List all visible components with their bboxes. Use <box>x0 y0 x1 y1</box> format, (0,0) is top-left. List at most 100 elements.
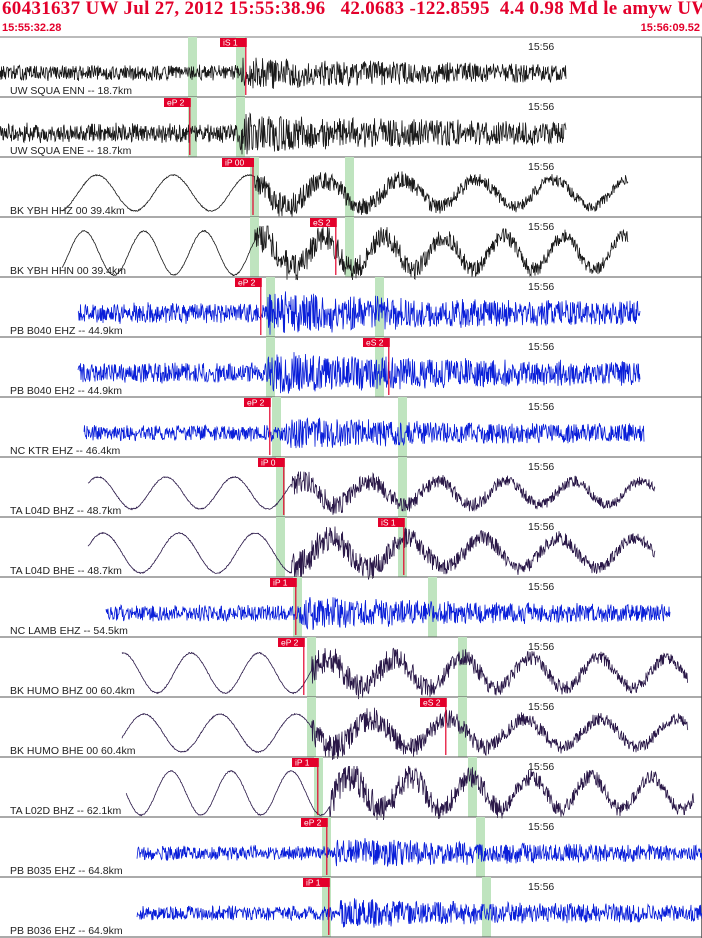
station-label: TA L04D BHE -- 48.7km <box>10 565 122 577</box>
station-label: UW SQUA ENE -- 18.7km <box>10 145 132 157</box>
s-window-band <box>428 577 437 637</box>
pick-flag[interactable] <box>378 518 405 527</box>
station-label: NC LAMB EHZ -- 54.5km <box>10 625 128 637</box>
time-tick-label: 15:56 <box>528 161 554 173</box>
station-label: UW SQUA ENN -- 18.7km <box>10 85 132 97</box>
station-label: NC KTR EHZ -- 46.4km <box>10 445 121 457</box>
waveform-line <box>61 225 629 281</box>
waveform-line <box>121 647 688 700</box>
waveform-line <box>125 765 695 821</box>
event-header-title: 60431637 UW Jul 27, 2012 15:55:38.96 42.… <box>2 0 702 19</box>
pick-flag[interactable] <box>301 818 328 827</box>
time-tick-label: 15:56 <box>528 461 554 473</box>
pick-flag[interactable] <box>164 98 191 107</box>
time-tick-label: 15:56 <box>528 341 554 353</box>
trace-row[interactable]: 15:56 eS 2 BK YBH HHN 00 39.4km <box>0 217 702 281</box>
waveform-line <box>121 707 689 760</box>
trace-row[interactable]: 15:56 iP 1 NC LAMB EHZ -- 54.5km <box>0 577 702 638</box>
time-tick-label: 15:56 <box>528 881 554 893</box>
s-window-band <box>398 517 407 577</box>
pick-label: eP 2 <box>304 818 322 828</box>
station-label: BK YBH HHN 00 39.4km <box>10 265 126 277</box>
pick-flag[interactable] <box>292 758 319 767</box>
trace-row[interactable]: 15:56 eS 2 PB B040 EH2 -- 44.9km <box>0 337 702 398</box>
pick-flag[interactable] <box>270 578 297 587</box>
time-tick-label: 15:56 <box>528 821 554 833</box>
time-tick-label: 15:56 <box>528 581 554 593</box>
waveform-line <box>0 57 567 89</box>
waveform-line <box>61 171 629 218</box>
waveform-line <box>77 291 641 335</box>
trace-row[interactable]: 15:56 eS 2 BK HUMO BHE 00 60.4km <box>0 697 702 760</box>
pick-flag[interactable] <box>278 638 305 647</box>
pick-label: iP 0 <box>261 458 276 468</box>
trace-row[interactable]: 15:56 iS 1 TA L04D BHE -- 48.7km <box>0 517 702 580</box>
waveform-line <box>87 471 656 515</box>
s-window-band <box>236 37 245 97</box>
pick-flag[interactable] <box>420 698 447 707</box>
waveform-line <box>105 597 671 630</box>
time-tick-label: 15:56 <box>528 761 554 773</box>
time-tick-label: 15:56 <box>528 401 554 413</box>
station-label: BK YBH HHZ 00 39.4km <box>10 205 125 217</box>
s-window-band <box>482 877 491 937</box>
p-window-band <box>250 217 259 277</box>
s-window-band <box>458 637 467 697</box>
s-window-band <box>345 157 354 217</box>
p-window-band <box>276 517 285 577</box>
trace-row[interactable]: 15:56 iP 0 TA L04D BHZ -- 48.7km <box>0 457 702 518</box>
pick-flag[interactable] <box>235 278 262 287</box>
time-tick-label: 15:56 <box>528 221 554 233</box>
p-window-band <box>314 757 323 817</box>
station-label: PB B040 EHZ -- 44.9km <box>10 325 123 337</box>
station-label: PB B035 EHZ -- 64.8km <box>10 865 123 877</box>
p-window-band <box>188 37 197 97</box>
trace-row[interactable]: 15:56 eP 2 BK HUMO BHZ 00 60.4km <box>0 637 702 700</box>
pick-label: eP 2 <box>281 638 299 648</box>
window-end-time: 15:56:09.52 <box>640 22 700 34</box>
pick-flag[interactable] <box>258 458 285 467</box>
pick-label: eP 2 <box>167 98 185 108</box>
time-tick-label: 15:56 <box>528 521 554 533</box>
pick-label: eS 2 <box>366 338 384 348</box>
p-window-band <box>250 157 259 217</box>
trace-row[interactable]: 15:56 eP 2 PB B035 EHZ -- 64.8km <box>0 817 702 878</box>
pick-flag[interactable] <box>303 878 330 887</box>
time-tick-label: 15:56 <box>528 641 554 653</box>
station-label: BK HUMO BHE 00 60.4km <box>10 745 136 757</box>
p-window-band <box>276 457 285 517</box>
p-window-band <box>272 397 281 457</box>
pick-flag[interactable] <box>222 158 254 167</box>
trace-row[interactable]: 15:56 eP 2 NC KTR EHZ -- 46.4km <box>0 397 702 458</box>
pick-flag[interactable] <box>244 398 271 407</box>
pick-label: iS 1 <box>381 518 396 528</box>
waveform-line <box>136 898 702 928</box>
trace-row[interactable]: 15:56 eP 2 PB B040 EHZ -- 44.9km <box>0 277 702 338</box>
trace-row[interactable]: 15:56 iP 00 BK YBH HHZ 00 39.4km <box>0 157 702 218</box>
p-window-band <box>322 877 331 937</box>
pick-flag[interactable] <box>220 38 247 47</box>
waveform-line <box>136 838 702 867</box>
trace-row[interactable]: 15:56 iP 1 TA L02D BHZ -- 62.1km <box>0 757 702 821</box>
station-label: TA L02D BHZ -- 62.1km <box>10 805 122 817</box>
time-tick-label: 15:56 <box>528 41 554 53</box>
window-start-time: 15:55:32.28 <box>2 22 62 34</box>
waveform-line <box>77 352 641 394</box>
pick-flag[interactable] <box>310 218 337 227</box>
s-window-band <box>398 457 407 517</box>
pick-flag[interactable] <box>363 338 390 347</box>
time-tick-label: 15:56 <box>528 101 554 113</box>
s-window-band <box>398 397 407 457</box>
station-label: TA L04D BHZ -- 48.7km <box>10 505 122 517</box>
pick-label: eS 2 <box>313 218 331 228</box>
trace-row[interactable]: 15:56 iS 1 UW SQUA ENN -- 18.7km <box>0 37 702 98</box>
waveform-line <box>83 417 645 449</box>
s-window-band <box>236 97 245 157</box>
s-window-band <box>345 217 354 277</box>
pick-label: eP 2 <box>247 398 265 408</box>
trace-row[interactable]: 15:56 eP 2 UW SQUA ENE -- 18.7km <box>0 97 702 158</box>
pick-label: iS 1 <box>223 38 238 48</box>
p-window-band <box>293 577 302 637</box>
trace-row[interactable]: 15:56 iP 1 PB B036 EHZ -- 64.9km <box>0 877 702 938</box>
